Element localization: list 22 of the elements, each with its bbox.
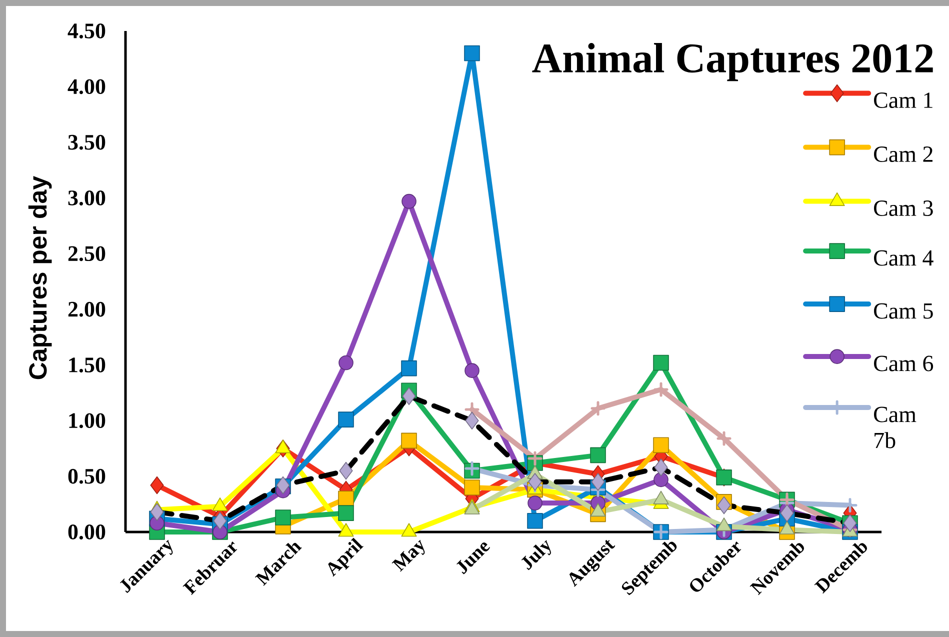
- y-tick-label: 4.00: [68, 79, 106, 94]
- y-tick-label: 2.50: [68, 246, 106, 262]
- y-tick-label: 3.50: [68, 134, 106, 150]
- x-tick-label: July: [521, 540, 551, 570]
- y-tick-label: 0.00: [68, 524, 106, 540]
- legend-label: Cam 7b: [874, 406, 916, 448]
- legend-label: Cam 4: [874, 250, 934, 266]
- y-tick-label: 4.50: [68, 24, 106, 38]
- legend-label: Cam 5: [874, 303, 933, 319]
- y-tick-label: 3.00: [68, 190, 106, 206]
- y-tick-label: 2.00: [68, 302, 106, 317]
- y-tick-label: 1.50: [69, 358, 106, 372]
- legend-label: Cam 2: [874, 146, 932, 162]
- x-tick-label: June: [456, 542, 490, 574]
- legend-label: Cam 3: [874, 200, 933, 216]
- y-tick-label: 0.50: [68, 468, 106, 484]
- chart-title: Animal Captures 2012: [532, 43, 933, 82]
- y-axis-title: Captures per day: [28, 176, 52, 380]
- y-tick-label: 1.00: [69, 413, 106, 428]
- legend-label: Cam 6: [874, 356, 934, 372]
- x-tick-label: May: [392, 540, 425, 572]
- legend-label: Cam 1: [874, 92, 932, 108]
